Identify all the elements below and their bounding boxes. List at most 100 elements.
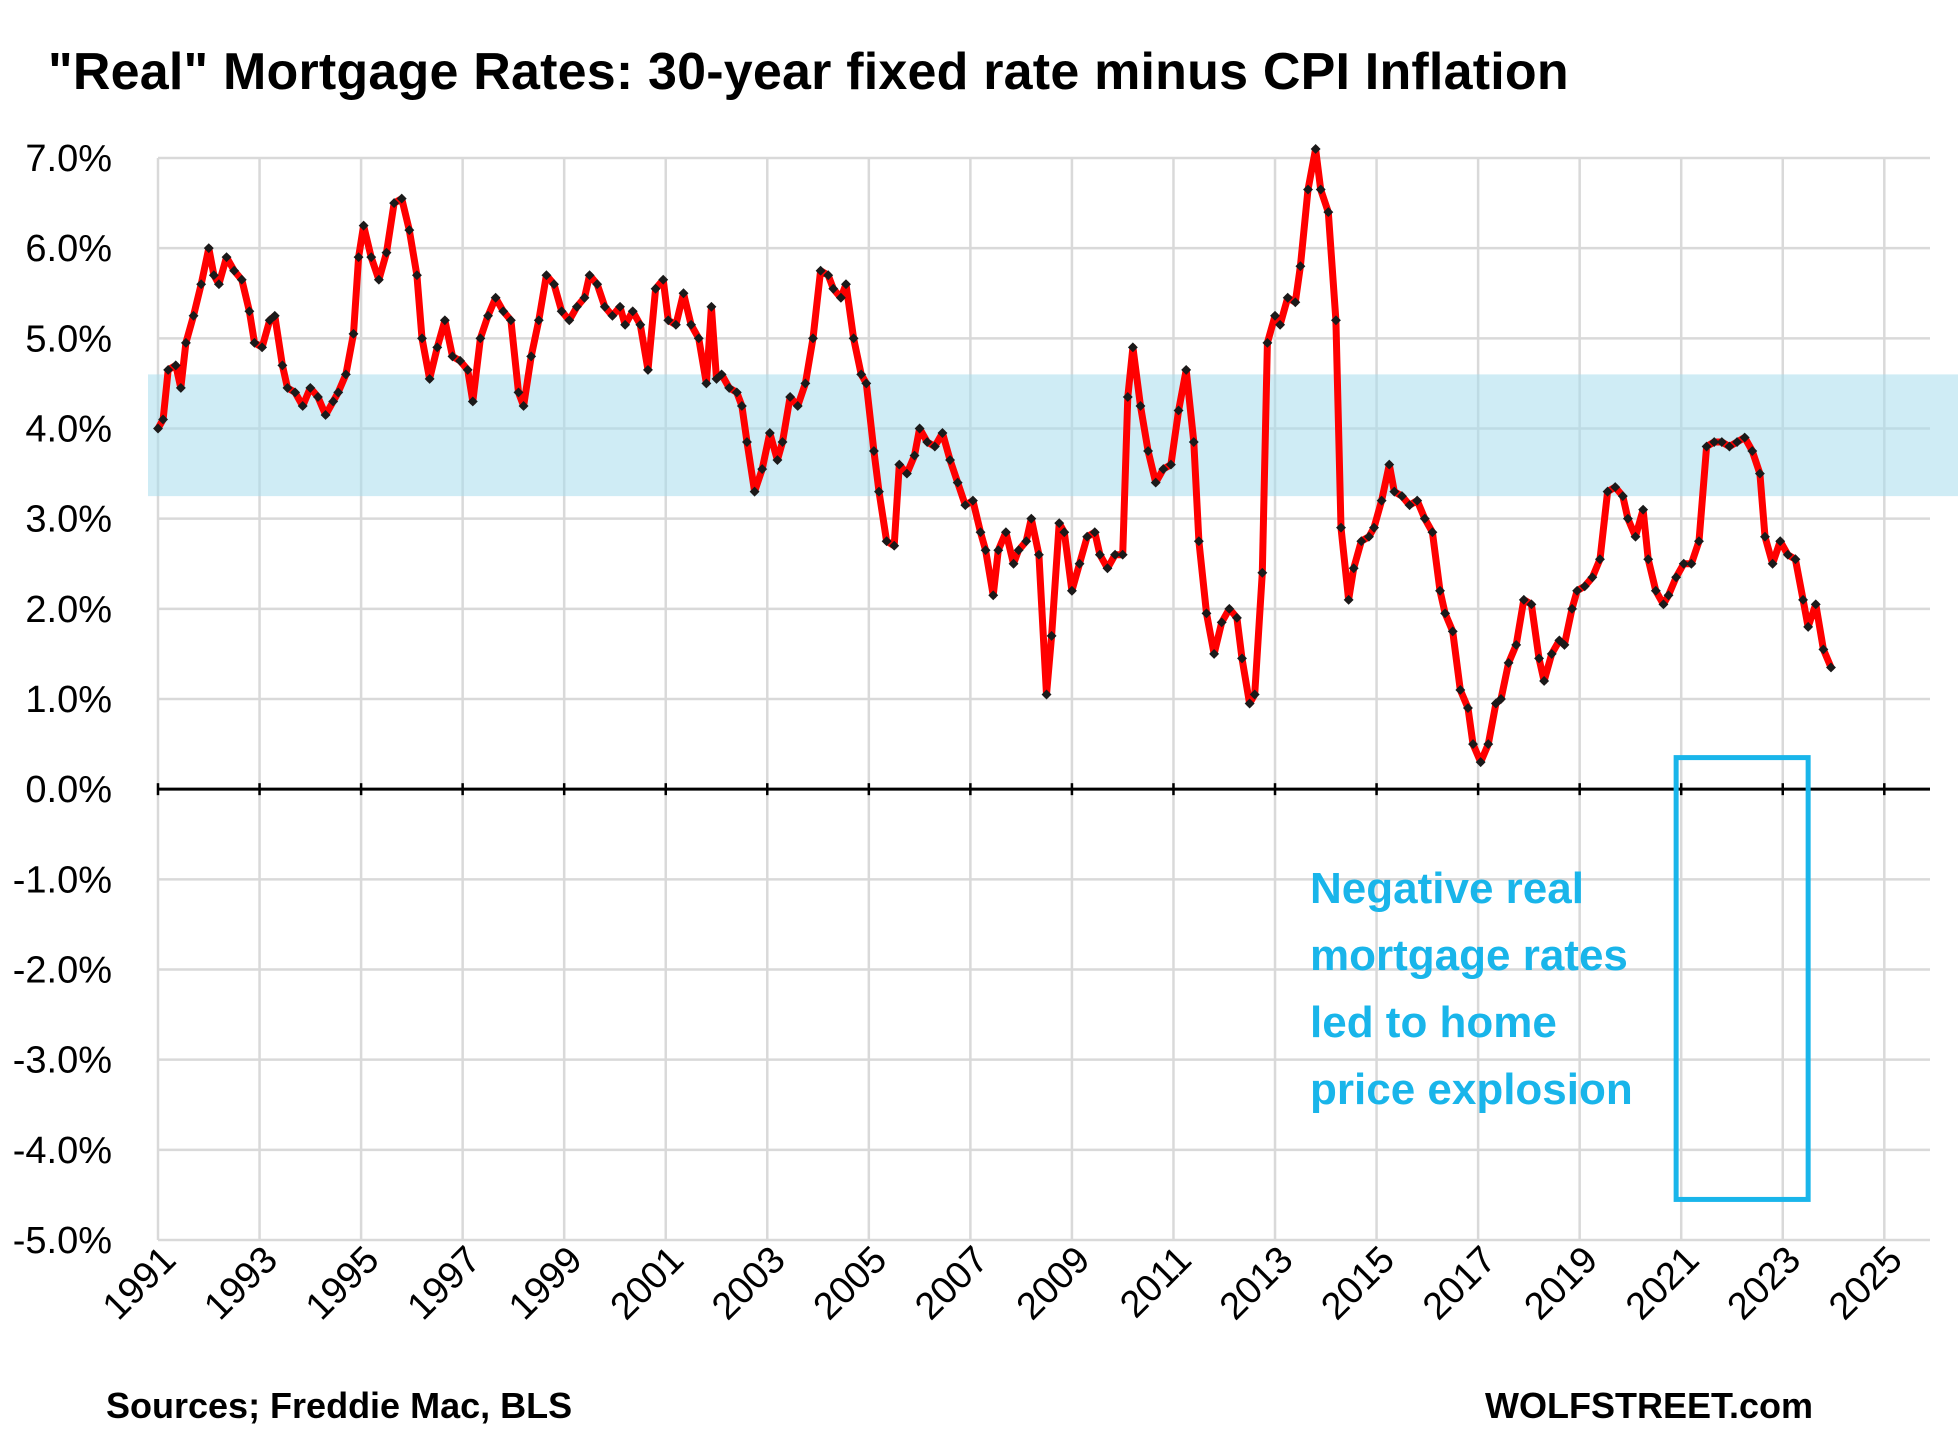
data-point (701, 378, 712, 389)
data-point (1188, 437, 1199, 447)
data-point (203, 243, 214, 254)
x-tick-label: 2005 (806, 1239, 895, 1328)
data-point (424, 373, 435, 384)
data-point (1511, 639, 1522, 650)
data-point (249, 337, 260, 348)
data-point (1709, 437, 1720, 447)
series-layer (153, 144, 1836, 768)
data-point (305, 382, 316, 393)
data-point (541, 270, 552, 281)
data-point (455, 355, 466, 366)
data-point (1754, 468, 1765, 479)
y-tick-label: 4.0% (25, 409, 112, 451)
credit-text: WOLFSTREET.com (1485, 1385, 1814, 1426)
data-point (914, 423, 925, 434)
data-point (792, 401, 803, 411)
data-point (1143, 446, 1154, 456)
data-point (1376, 495, 1387, 506)
data-point (533, 315, 544, 326)
data-point (1534, 653, 1544, 664)
data-point (643, 364, 653, 375)
data-point (693, 333, 704, 344)
x-tick-label: 2017 (1415, 1239, 1504, 1328)
data-point (1303, 184, 1313, 195)
data-point (650, 283, 661, 294)
data-point (1270, 310, 1280, 321)
data-point (736, 401, 747, 411)
data-point (1716, 437, 1727, 447)
data-point (1732, 437, 1743, 447)
data-point (764, 428, 775, 438)
data-point (1587, 572, 1598, 583)
data-point (1290, 297, 1301, 308)
data-point (1089, 527, 1100, 538)
x-tick-label: 1993 (196, 1239, 285, 1328)
data-point (1658, 599, 1669, 610)
data-point (823, 270, 834, 281)
x-tick-label: 2003 (704, 1239, 793, 1328)
data-point (1455, 685, 1466, 695)
data-point (1546, 648, 1557, 659)
source-text: Sources; Freddie Mac, BLS (106, 1385, 573, 1426)
data-point (432, 342, 443, 353)
data-point (1724, 441, 1735, 452)
data-point (592, 279, 603, 290)
data-point (1369, 522, 1379, 533)
data-point (627, 306, 638, 317)
data-point (808, 333, 818, 344)
data-point (269, 310, 280, 321)
data-point (1150, 477, 1161, 488)
data-point (526, 351, 537, 362)
data-point (599, 301, 610, 312)
data-point (874, 486, 884, 497)
x-tick-label: 1995 (298, 1239, 387, 1328)
data-point (1767, 558, 1778, 569)
data-point (1678, 558, 1689, 569)
x-tick-label: 2023 (1720, 1239, 1809, 1328)
data-point (549, 279, 559, 290)
data-point (1671, 572, 1682, 583)
annotation-line: price explosion (1310, 1065, 1633, 1114)
data-point (1650, 585, 1661, 596)
x-tick-label: 1997 (400, 1239, 489, 1328)
data-point (901, 468, 912, 479)
data-point (213, 279, 224, 290)
data-point (513, 387, 524, 398)
data-point (1181, 364, 1192, 375)
data-point (960, 500, 971, 511)
shaded-band (148, 374, 1958, 497)
y-tick-label: 7.0% (25, 138, 112, 180)
data-point (1468, 739, 1478, 750)
shaded-band-layer (148, 374, 1958, 497)
data-point (1810, 599, 1821, 610)
y-tick-label: -2.0% (13, 950, 112, 992)
data-point (1617, 491, 1628, 502)
data-point (396, 193, 407, 204)
annotation-line: led to home (1310, 998, 1557, 1047)
data-point (658, 274, 669, 285)
y-tick-label: 6.0% (25, 228, 112, 270)
grid-layer (156, 156, 1930, 1242)
x-tick-labels: 1991 1993 1995 1997 1999 2001 2003 2005 2007 2009… (95, 1239, 1911, 1328)
data-point (340, 369, 351, 380)
data-point (1127, 342, 1138, 353)
y-tick-label: 2.0% (25, 589, 112, 631)
data-point (1110, 549, 1121, 560)
data-point (731, 387, 742, 398)
data-point (1054, 518, 1065, 529)
data-point (1610, 482, 1621, 493)
data-point (777, 437, 788, 447)
data-point (1082, 531, 1093, 542)
data-point (1216, 617, 1227, 628)
data-point (518, 401, 529, 411)
data-point (856, 369, 867, 380)
data-point (1397, 491, 1407, 502)
data-point (952, 477, 963, 488)
x-tick-label: 2015 (1313, 1239, 1402, 1328)
data-point (1013, 545, 1024, 556)
data-point (1630, 531, 1641, 542)
data-point (290, 387, 301, 398)
data-point (1602, 486, 1613, 497)
data-point (1790, 554, 1801, 565)
data-point (670, 319, 681, 330)
